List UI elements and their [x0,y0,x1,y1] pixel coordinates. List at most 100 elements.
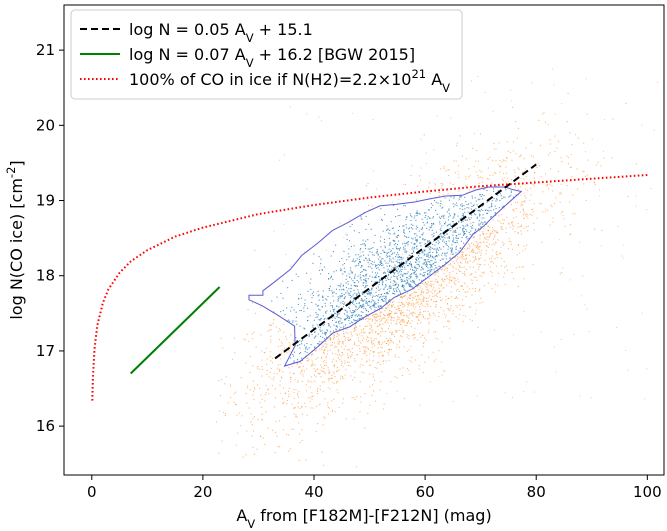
scatter-point-blue [386,256,388,258]
scatter-point-orange [298,391,300,393]
scatter-point-orange [433,301,435,303]
scatter-point-orange [284,416,286,418]
scatter-point-orange [289,106,291,108]
scatter-point-blue [401,269,403,271]
scatter-point-orange [400,296,402,298]
scatter-point-orange [216,421,218,423]
scatter-point-blue [388,286,390,288]
scatter-point-orange [343,335,345,337]
scatter-point-blue [440,235,442,237]
scatter-point-blue [353,282,355,284]
scatter-point-blue [435,241,437,243]
scatter-point-orange [586,308,588,310]
scatter-point-orange [301,429,303,431]
scatter-point-orange [439,291,441,293]
scatter-point-blue [399,248,401,250]
scatter-point-blue [451,248,453,250]
scatter-point-blue [448,237,450,239]
scatter-point-orange [297,394,299,396]
scatter-point-orange [252,380,254,382]
scatter-point-orange [539,165,541,167]
scatter-point-orange [494,291,496,293]
legend-label-0: log N = 0.05 AV + 15.1 [129,20,313,45]
scatter-point-blue [425,264,427,266]
scatter-point-blue [350,291,352,293]
scatter-point-blue [383,267,385,269]
scatter-point-orange [469,288,471,290]
scatter-point-orange [390,348,392,350]
scatter-point-blue [431,247,433,249]
scatter-point-blue [346,290,348,292]
scatter-point-blue [510,194,512,196]
scatter-point-orange [273,376,275,378]
scatter-point-blue [434,244,436,246]
scatter-point-blue [375,264,377,266]
scatter-point-orange [483,186,485,188]
scatter-point-blue [448,237,450,239]
scatter-point-orange [559,239,561,241]
scatter-point-orange [374,379,376,381]
scatter-point-orange [454,282,456,284]
scatter-point-blue [404,280,406,282]
scatter-point-blue [351,278,353,280]
scatter-point-blue [456,202,458,204]
scatter-point-blue [426,218,428,220]
scatter-point-orange [307,381,309,383]
scatter-point-blue [370,228,372,230]
scatter-point-orange [549,152,551,154]
scatter-point-orange [511,248,513,250]
scatter-point-orange [290,448,292,450]
scatter-point-orange [423,342,425,344]
scatter-point-orange [261,368,263,370]
scatter-point-blue [381,218,383,220]
scatter-point-orange [369,323,371,325]
scatter-point-orange [523,217,525,219]
scatter-point-blue [428,248,430,250]
scatter-point-orange [319,265,321,267]
scatter-point-blue [378,276,380,278]
scatter-point-orange [386,314,388,316]
scatter-point-blue [361,316,363,318]
scatter-point-orange [371,340,373,342]
scatter-point-blue [339,260,341,262]
scatter-point-orange [453,160,455,162]
scatter-point-orange [328,380,330,382]
scatter-point-orange [452,183,454,185]
scatter-point-orange [339,341,341,343]
scatter-point-orange [341,362,343,364]
scatter-point-blue [382,230,384,232]
scatter-point-orange [312,364,314,366]
scatter-point-orange [311,392,313,394]
scatter-point-orange [474,245,476,247]
scatter-point-blue [337,299,339,301]
scatter-point-blue [409,263,411,265]
scatter-point-orange [301,405,303,407]
scatter-point-orange [525,168,527,170]
scatter-point-orange [321,347,323,349]
scatter-point-blue [509,195,511,197]
scatter-point-blue [436,247,438,249]
scatter-point-orange [502,228,504,230]
scatter-point-orange [427,281,429,283]
scatter-point-blue [453,223,455,225]
scatter-point-orange [278,339,280,341]
scatter-point-blue [375,274,377,276]
scatter-point-orange [567,157,569,159]
scatter-point-blue [390,251,392,253]
scatter-point-blue [389,242,391,244]
scatter-point-blue [345,309,347,311]
scatter-point-orange [501,161,503,163]
scatter-point-blue [389,233,391,235]
scatter-point-blue [444,237,446,239]
scatter-point-blue [429,246,431,248]
scatter-point-blue [356,258,358,260]
scatter-point-blue [353,297,355,299]
scatter-point-blue [416,257,418,259]
scatter-point-orange [443,370,445,372]
scatter-point-blue [461,217,463,219]
scatter-point-orange [397,330,399,332]
scatter-point-orange [582,171,584,173]
scatter-point-blue [366,273,368,275]
scatter-point-orange [635,195,637,197]
scatter-point-orange [323,352,325,354]
